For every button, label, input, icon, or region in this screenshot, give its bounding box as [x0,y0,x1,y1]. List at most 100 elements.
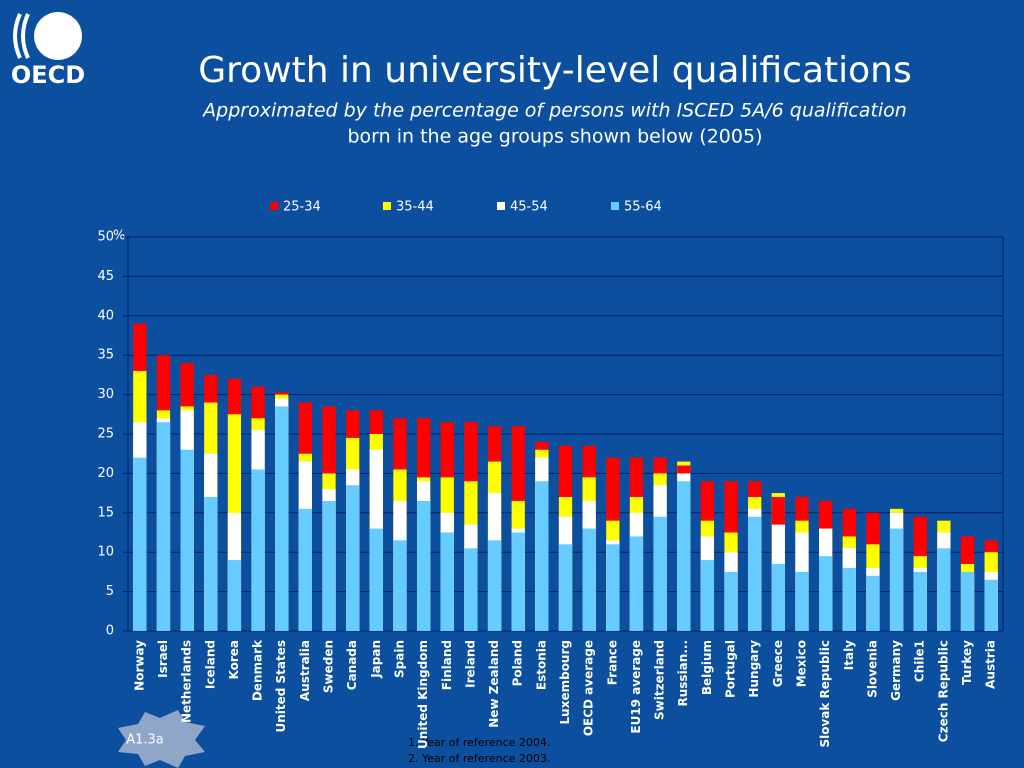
x-tick-label: Korea [227,640,241,680]
bar [369,528,383,631]
bar [795,571,809,631]
x-tick-label: Spain [392,640,406,678]
bar [464,548,478,631]
x-tick-label: Japan [369,640,383,679]
x-tick-label: EU19 average [629,640,643,734]
bar [416,500,431,631]
x-tick-label: Belgium [700,640,714,695]
bar [937,548,951,631]
badge [118,710,205,768]
bar [889,528,904,631]
x-tick-label: Finland [440,640,454,690]
x-tick-label: Austria [984,640,998,689]
bar [440,532,454,631]
bar [227,560,242,631]
x-tick-label: Luxembourg [558,640,572,724]
x-tick-label: Slovenia [865,640,879,698]
y-tick-label: 30 [97,387,114,402]
x-tick-label: Switzerland [653,640,667,720]
x-tick-label: United States [274,640,288,733]
y-tick-label: 5 [106,584,114,599]
x-tick-label: OECD average [582,640,596,736]
x-tick-label: Italy [842,640,856,670]
x-tick-label: Norway [132,640,146,691]
bar [629,536,644,631]
bar [771,564,785,631]
x-tick-label: United Kingdom [416,640,430,749]
legend-label: 35-44 [396,200,434,215]
legend-swatch [270,202,278,210]
x-tick-label: Portugal [724,640,738,698]
legend-label: 25-34 [283,200,321,215]
legend-swatch [611,202,619,210]
bar [677,481,691,631]
logo-text: OECD [11,61,85,89]
x-tick-label: Estonia [534,640,548,690]
x-tick-label: Australia [298,640,312,701]
bar [606,544,620,631]
x-tick-label: Turkey [960,640,974,685]
bar [842,567,856,631]
chart-title: Growth in university-level qualification… [198,50,911,91]
bar [298,508,312,631]
y-tick-label: 10 [97,545,114,560]
bar [984,579,998,631]
legend-swatch [383,202,391,210]
legend-label: 45-54 [510,200,548,215]
bar [748,516,762,631]
bar [819,556,833,631]
bar [346,485,360,631]
x-tick-label: Sweden [322,640,336,693]
bar [913,571,927,631]
x-tick-label: Slovak Republic [818,640,832,748]
x-tick-label: France [605,640,619,685]
y-unit: % [113,229,125,244]
bar [393,540,407,631]
bar [700,560,715,631]
x-tick-label: Poland [511,640,525,686]
chart-subtitle: born in the age groups shown below (2005… [348,126,763,148]
bar [133,457,147,631]
y-tick-label: 40 [97,308,114,323]
logo-icon [13,12,82,60]
legend-label: 55-64 [624,200,662,215]
y-tick-label: 45 [97,269,114,284]
x-tick-label: Denmark [251,639,265,701]
bar [204,497,218,631]
bar [487,540,502,631]
x-tick-label: Germany [889,640,903,701]
y-tick-label: 0 [106,624,114,639]
bar [535,481,549,631]
x-tick-label: Canada [345,640,359,690]
y-tick-label: 15 [97,505,114,520]
x-tick-label: Netherlands [180,640,194,723]
x-tick-label: Russian... [676,640,690,707]
x-tick-label: Iceland [203,640,217,689]
bar [322,500,336,631]
x-tick-label: Greece [771,640,785,687]
y-tick-label: 35 [97,348,114,363]
badge-label: A1.3a [126,733,164,748]
legend-swatch [497,202,505,210]
bar [653,516,667,631]
x-tick-label: Chile1 [913,640,927,682]
bar [275,406,289,631]
bar [511,532,525,631]
bar [180,449,194,631]
x-tick-label: Ireland [463,640,477,688]
x-tick-label: Czech Republic [936,640,950,742]
bar [156,422,171,631]
chart-subtitle: Approximated by the percentage of person… [201,100,907,122]
footnote: 1. Year of reference 2004. [408,736,550,749]
x-tick-label: Hungary [747,640,761,698]
bar [866,575,880,631]
y-tick-label: 50 [97,230,114,245]
x-tick-label: Israel [156,640,170,678]
y-tick-label: 20 [97,466,114,481]
bar [251,469,265,631]
footnote: 2. Year of reference 2003. [408,752,550,765]
y-tick-label: 25 [97,427,114,442]
x-tick-label: Mexico [794,640,808,687]
x-tick-label: New Zealand [487,640,501,728]
